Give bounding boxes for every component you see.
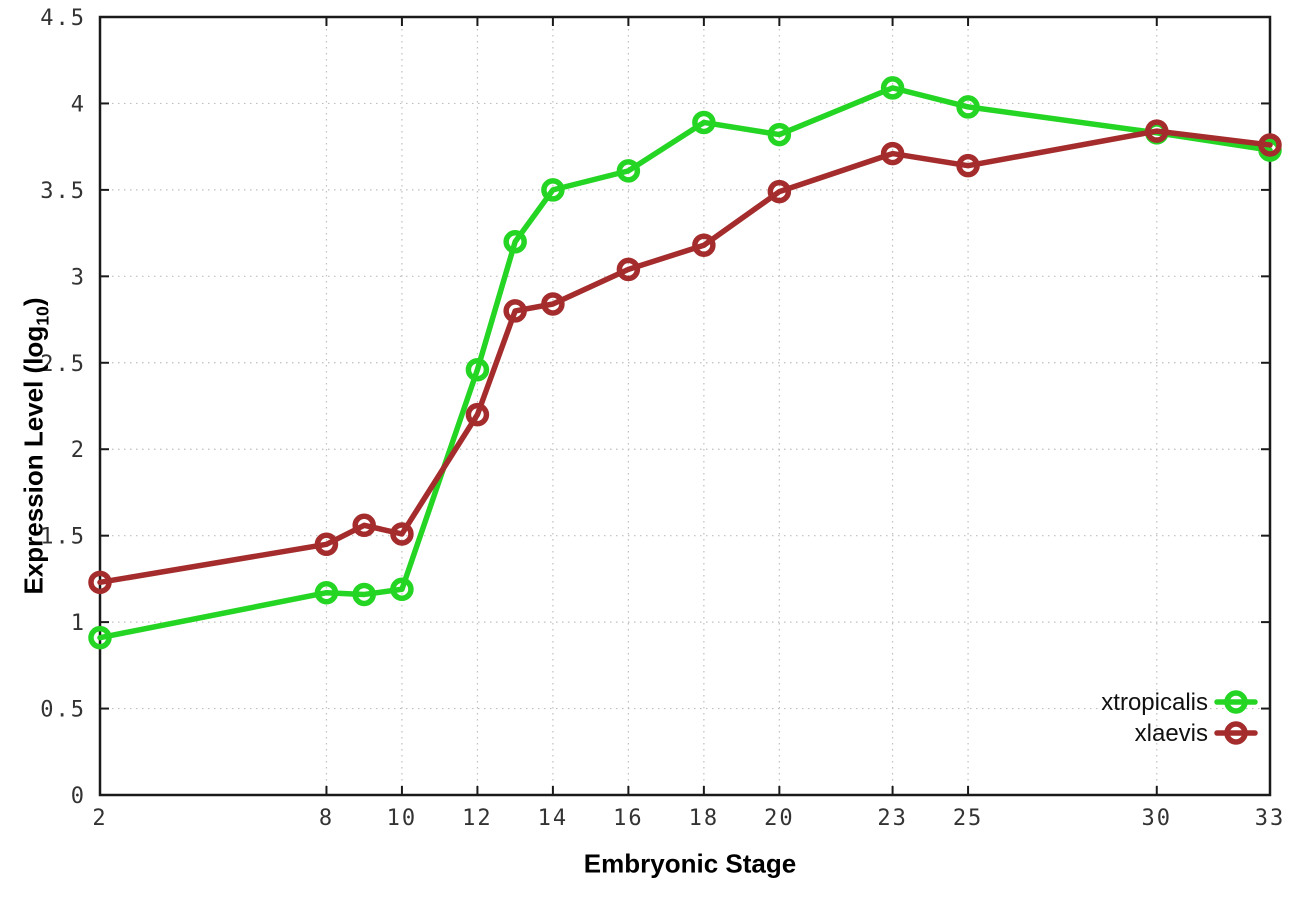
data-point-xlaevis (1258, 133, 1282, 157)
y-axis-title-text: Expression Level (log (18, 325, 49, 595)
y-axis-title: Expression Level (log10) (18, 297, 53, 594)
legend-item-xlaevis: xlaevis (1135, 720, 1258, 747)
data-point-xlaevis (692, 233, 716, 257)
data-point-xtropicalis (880, 76, 905, 100)
data-point-xlaevis (314, 532, 339, 557)
data-point-xlaevis (465, 402, 490, 427)
y-tick-label: 2 (71, 438, 86, 463)
x-tick-label: 10 (387, 806, 418, 831)
data-point-xlaevis (1145, 119, 1169, 143)
tick-labels: 2 8 10 12 14 16 18 20 23 25 30 33 0 0.5 1 1.5 2 2.5 3 3.5 4 4… (40, 6, 1286, 831)
x-axis-title: Embryonic Stage (583, 848, 797, 879)
y-tick-label: 3.5 (40, 179, 86, 204)
data-point-xtropicalis (465, 357, 490, 382)
tick-marks (99, 16, 1271, 796)
data-point-xlaevis (956, 153, 980, 178)
x-tick-label: 20 (764, 806, 795, 831)
data-point-xtropicalis (541, 178, 565, 202)
data-point-xlaevis (541, 292, 565, 316)
data-point-xlaevis (352, 513, 376, 538)
x-tick-label: 16 (613, 806, 644, 831)
x-tick-label: 23 (877, 806, 908, 831)
data-point-xtropicalis (390, 577, 414, 602)
data-point-xlaevis (767, 179, 792, 204)
legend-sample-marker (1224, 690, 1248, 714)
data-point-xtropicalis (503, 230, 527, 254)
y-tick-label: 1 (71, 611, 86, 636)
y-tick-label: 0 (71, 784, 86, 809)
data-point-xtropicalis (352, 582, 376, 607)
x-tick-label: 8 (319, 806, 334, 831)
legend-label-xtropicalis: xtropicalis (1101, 689, 1208, 716)
legend-item-xtropicalis: xtropicalis (1101, 689, 1258, 716)
data-point-xlaevis (616, 257, 641, 282)
y-axis-title-close: ) (18, 297, 49, 307)
x-tick-label: 2 (92, 806, 107, 831)
data-point-xtropicalis (692, 110, 716, 135)
legend-label-xlaevis: xlaevis (1135, 720, 1208, 747)
data-point-xlaevis (880, 141, 905, 166)
x-tick-label: 33 (1255, 806, 1286, 831)
gridlines (100, 17, 1270, 795)
y-tick-label: 1.5 (40, 525, 86, 550)
series-line-xlaevis (97, 128, 1273, 586)
legend: xtropicalis xlaevis (1101, 689, 1258, 747)
series-xlaevis (88, 119, 1282, 595)
data-point-xtropicalis (88, 625, 112, 650)
data-point-xtropicalis (616, 159, 641, 183)
data-point-xtropicalis (956, 95, 980, 119)
x-tick-label: 30 (1142, 806, 1173, 831)
data-point-xlaevis (503, 299, 527, 323)
data-point-xlaevis (390, 522, 414, 546)
legend-sample-marker (1224, 721, 1248, 745)
y-tick-label: 3 (71, 265, 86, 290)
x-tick-label: 14 (538, 806, 569, 831)
x-tick-label: 12 (462, 806, 493, 831)
y-tick-label: 2.5 (40, 352, 86, 377)
x-tick-label: 25 (953, 806, 984, 831)
plot-border (98, 15, 1272, 797)
data-point-xtropicalis (314, 580, 339, 605)
x-tick-label: 18 (689, 806, 720, 831)
y-tick-label: 0.5 (40, 698, 86, 723)
data-point-xlaevis (88, 570, 112, 595)
y-axis-title-subscript: 10 (32, 306, 53, 326)
data-point-xtropicalis (767, 122, 792, 147)
y-tick-label: 4.5 (40, 6, 86, 31)
y-tick-label: 4 (71, 92, 86, 117)
